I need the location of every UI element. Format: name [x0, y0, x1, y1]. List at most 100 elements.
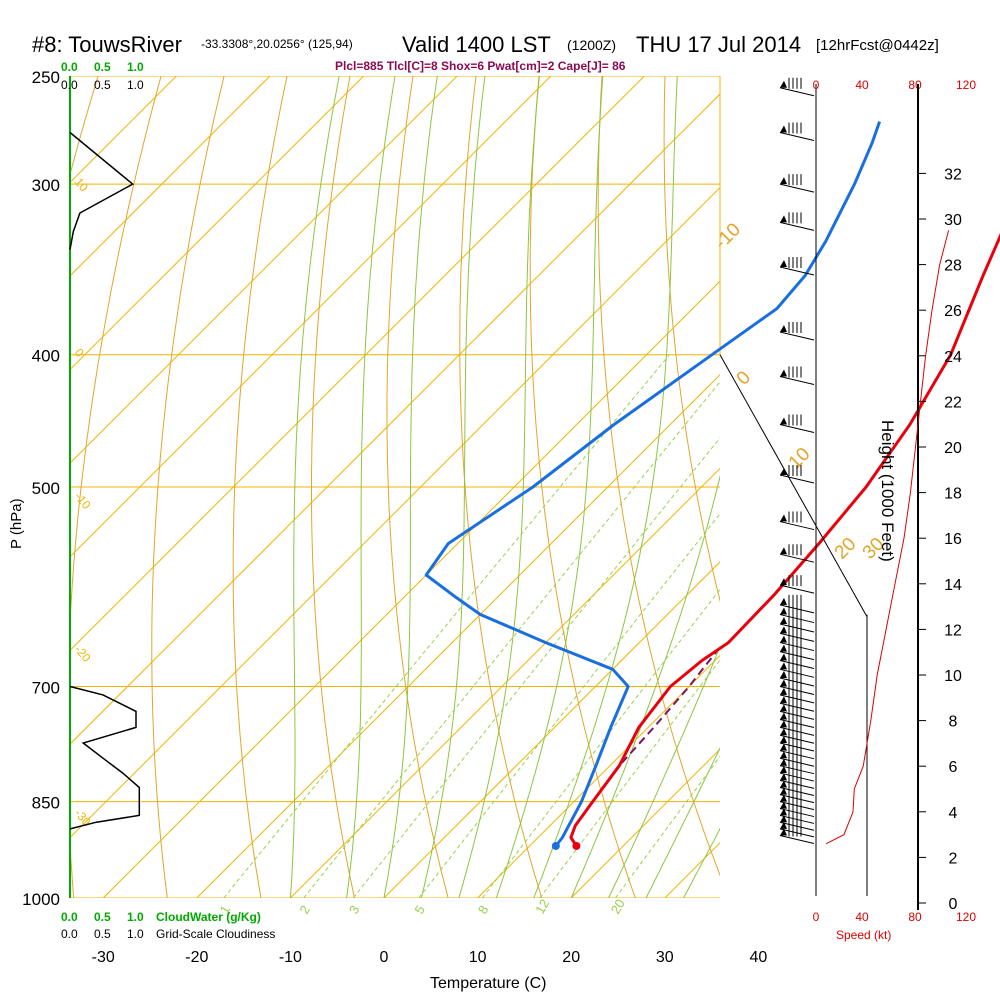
height-tick-label: 20 [944, 440, 962, 457]
cloudiness-bottom-tick: 1.0 [127, 927, 144, 941]
moist-adiabat [289, 76, 340, 898]
dry-adiabat [386, 76, 449, 898]
cloudiness-top-tick: 0.5 [94, 78, 111, 92]
height-tick-label: 10 [944, 668, 962, 685]
temperature-tick-label: 30 [656, 949, 674, 966]
wind-barb [779, 212, 815, 231]
dry-adiabat-label: 0 [733, 367, 755, 389]
dry-adiabat [459, 76, 543, 898]
temperature-tick-label: 10 [469, 949, 487, 966]
valid-time: Valid 1400 LST [402, 32, 551, 57]
height-tick-label: 24 [944, 349, 962, 366]
height-tick-label: 28 [944, 258, 962, 275]
height-tick-label: 2 [949, 850, 958, 867]
temperature-tick-label: -10 [279, 949, 302, 966]
isotherm-line [70, 186, 720, 839]
isotherm-line [70, 76, 645, 652]
valid-date: THU 17 Jul 2014 [636, 32, 801, 57]
height-tick-label: 18 [944, 486, 962, 503]
temperature-profile [569, 233, 1000, 847]
dry-adiabat [980, 76, 1000, 898]
mixing-ratio-line [539, 659, 720, 898]
wind-barb [779, 825, 815, 845]
stability-indices: Plcl=885 Tlcl[C]=8 Shox=6 Pwat[cm]=2 Cap… [335, 59, 626, 73]
wind-barb [779, 575, 815, 594]
cloud-profile: 0.0 0.5 1.0 0.0 0.5 1.0 0.0 0.5 1.0 0.0 0.5 1.0 [61, 60, 144, 941]
wind-barb [779, 511, 815, 531]
wind-barb [779, 256, 815, 276]
height-tick-label: 16 [944, 531, 962, 548]
pressure-tick-label: 700 [32, 679, 60, 698]
cloudwater-label: CloudWater (g/Kg) [156, 910, 261, 924]
pressure-tick-label: 250 [32, 68, 60, 87]
pressure-tick-label: 300 [32, 176, 60, 195]
mixing-ratio-label: 12 [532, 897, 552, 917]
mixing-ratio-label: 3 [346, 903, 363, 917]
speed-panel-diagonal [719, 354, 868, 617]
height-tick-label: 12 [944, 622, 962, 639]
cloudiness-top-tick: 1.0 [127, 78, 144, 92]
y-axis-title: P (hPa) [8, 498, 25, 549]
mixing-ratio-line [614, 755, 720, 898]
cloudiness-top-tick: 0.0 [61, 78, 78, 92]
wind-barb [779, 366, 815, 386]
dry-adiabat [854, 76, 1000, 898]
isotherm-line [196, 374, 720, 898]
isotherm-line [102, 280, 720, 898]
dry-adiabat [597, 76, 720, 877]
temperature-tick-label: -20 [185, 949, 208, 966]
cloudwater-top-tick: 1.0 [127, 60, 144, 74]
wind-speed-curve [825, 230, 950, 845]
x-axis-title: Temperature (C) [430, 975, 546, 992]
temperature-tick-label: 20 [562, 949, 580, 966]
mixing-ratio-label: 5 [411, 903, 428, 917]
height-tick-label: 30 [944, 212, 962, 229]
height-tick-label: 4 [949, 805, 958, 822]
mixing-ratio-line [418, 513, 720, 898]
speed-top-tick: 0 [813, 78, 820, 92]
sounding-profiles [424, 121, 1000, 850]
dry-adiabat [311, 76, 355, 898]
moist-adiabat [383, 76, 438, 898]
mixing-ratio-label: 8 [475, 903, 492, 917]
isotherm-line [70, 76, 458, 464]
isotherm-label: 0 [72, 346, 87, 360]
moist-adiabat [533, 76, 678, 898]
speed-top-tick: 40 [855, 78, 869, 92]
cloudiness-curve [69, 131, 135, 250]
cloudiness-label: Grid-Scale Cloudiness [156, 927, 275, 941]
dry-adiabat [151, 76, 225, 898]
cloudiness-bottom-tick: 0.0 [61, 927, 78, 941]
pressure-tick-label: 500 [32, 479, 60, 498]
speed-bottom-tick: 80 [908, 910, 922, 924]
isotherm-line [383, 561, 720, 898]
surface-dewpoint-marker [551, 841, 560, 850]
cloudwater-bottom-tick: 0.5 [94, 910, 111, 924]
pressure-tick-label: 1000 [22, 890, 60, 909]
wind-barb [779, 544, 815, 563]
speed-axis-label: Speed (kt) [836, 928, 891, 942]
mixing-ratio-line [223, 354, 670, 898]
temperature-tick-label: -30 [92, 949, 115, 966]
moist-adiabat [495, 76, 604, 898]
temperature-tick-label: 40 [750, 949, 768, 966]
height-tick-label: 6 [949, 759, 958, 776]
cloudwater-bottom-tick: 0.0 [61, 910, 78, 924]
speed-bottom-tick: 40 [855, 910, 869, 924]
height-tick-label: 8 [949, 714, 958, 731]
height-axis-title: Height (1000 Feet) [878, 420, 897, 562]
height-tick-label: 32 [944, 166, 962, 183]
dry-adiabat [663, 76, 720, 603]
wind-panel: 0040408080120120024681012141618202224262… [719, 77, 976, 924]
dry-adiabat-label: -10 [711, 219, 745, 253]
speed-bottom-tick: 0 [813, 910, 820, 924]
height-tick-label: 22 [944, 394, 962, 411]
wind-barb [779, 465, 815, 484]
height-tick-label: 26 [944, 303, 962, 320]
isotherm-line [70, 76, 552, 558]
height-tick-label: 0 [949, 896, 958, 913]
speed-top-tick: 120 [956, 78, 976, 92]
